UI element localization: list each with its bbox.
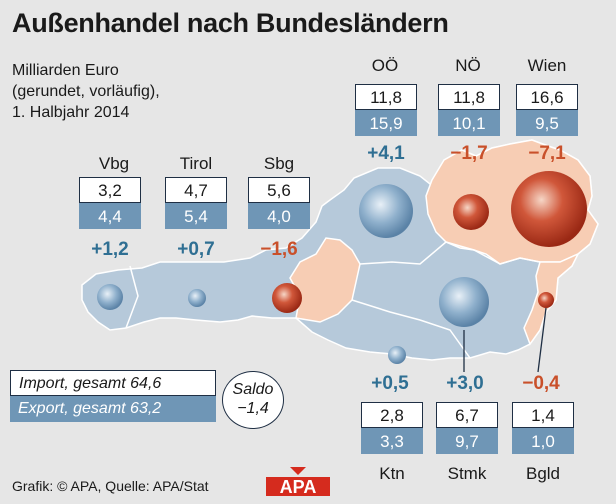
region-box-sbg: 5,6 4,0	[248, 177, 310, 229]
import-total: Import, gesamt 64,6	[10, 370, 216, 396]
export-total: Export, gesamt 63,2	[10, 396, 216, 422]
saldo-sbg: −1,6	[260, 239, 298, 260]
region-label-vbg: Vbg	[98, 154, 130, 173]
bubble-sbg	[272, 283, 302, 313]
subtitle: Milliarden Euro (gerundet, vorläufig), 1…	[12, 60, 160, 123]
map-border-ktn-stmk	[351, 299, 471, 359]
saldo-ktn: +0,5	[371, 373, 409, 394]
map-region-sbg	[289, 237, 361, 323]
export-value-stmk: 9,7	[436, 428, 498, 454]
map-border-ooe-stmk	[359, 241, 447, 265]
import-value-stmk: 6,7	[436, 402, 498, 428]
export-value-ooe: 15,9	[355, 110, 417, 136]
region-label-stmk: Stmk	[447, 464, 487, 483]
region-box-noe: 11,8 10,1	[438, 84, 500, 136]
import-value-wien: 16,6	[516, 84, 578, 110]
export-value-wien: 9,5	[516, 110, 578, 136]
region-label-sbg: Sbg	[263, 154, 295, 173]
saldo-wien: −7,1	[528, 143, 566, 164]
export-value-noe: 10,1	[438, 110, 500, 136]
region-box-bgld: 1,4 1,0	[512, 402, 574, 454]
bubble-bgld	[538, 292, 554, 308]
totals-legend: Import, gesamt 64,6 Export, gesamt 63,2	[10, 370, 216, 422]
chart-title: Außenhandel nach Bundesländern	[12, 8, 449, 38]
import-value-tirol: 4,7	[165, 177, 227, 203]
saldo-bgld: −0,4	[522, 373, 560, 394]
map-border-stmk-noe	[445, 241, 541, 265]
bubble-ooe	[359, 184, 413, 238]
import-value-vbg: 3,2	[79, 177, 141, 203]
export-value-ktn: 3,3	[361, 428, 423, 454]
bubble-wien	[511, 171, 587, 247]
bubble-vbg	[97, 284, 123, 310]
bubble-ktn	[388, 346, 406, 364]
saldo-tirol: +0,7	[177, 239, 215, 260]
export-value-tirol: 5,4	[165, 203, 227, 229]
region-label-noe: NÖ	[455, 56, 481, 75]
connector-bgld	[537, 307, 547, 373]
import-value-sbg: 5,6	[248, 177, 310, 203]
region-box-stmk: 6,7 9,7	[436, 402, 498, 454]
subtitle-line-unit: Milliarden Euro	[12, 62, 119, 79]
region-box-ooe: 11,8 15,9	[355, 84, 417, 136]
region-box-tirol: 4,7 5,4	[165, 177, 227, 229]
saldo-total-label: Saldo	[232, 381, 274, 398]
export-value-sbg: 4,0	[248, 203, 310, 229]
source-credit: Grafik: © APA, Quelle: APA/Stat	[12, 478, 209, 494]
region-label-ooe: OÖ	[371, 56, 399, 75]
import-value-bgld: 1,4	[512, 402, 574, 428]
region-box-vbg: 3,2 4,4	[79, 177, 141, 229]
saldo-stmk: +3,0	[446, 373, 484, 394]
export-value-bgld: 1,0	[512, 428, 574, 454]
bubble-tirol	[188, 289, 206, 307]
apa-logo: APA	[266, 467, 330, 497]
subtitle-line-period: 1. Halbjahr 2014	[12, 104, 130, 121]
saldo-noe: −1,7	[450, 143, 488, 164]
saldo-vbg: +1,2	[91, 239, 129, 260]
saldo-total-value: −1,4	[237, 400, 269, 417]
region-box-ktn: 2,8 3,3	[361, 402, 423, 454]
saldo-total-circle: Saldo −1,4	[222, 371, 284, 429]
import-value-ooe: 11,8	[355, 84, 417, 110]
region-label-ktn: Ktn	[379, 464, 405, 483]
region-label-wien: Wien	[527, 56, 567, 75]
map-border-vbg-tirol	[125, 265, 139, 329]
saldo-ooe: +4,1	[367, 143, 405, 164]
bubble-noe	[453, 194, 489, 230]
bubble-stmk	[439, 277, 489, 327]
region-box-wien: 16,6 9,5	[516, 84, 578, 136]
apa-logo-text: APA	[280, 477, 317, 497]
import-value-noe: 11,8	[438, 84, 500, 110]
import-value-ktn: 2,8	[361, 402, 423, 428]
region-label-tirol: Tirol	[179, 154, 213, 173]
export-value-vbg: 4,4	[79, 203, 141, 229]
subtitle-line-note: (gerundet, vorläufig),	[12, 83, 160, 100]
region-label-bgld: Bgld	[525, 464, 561, 483]
